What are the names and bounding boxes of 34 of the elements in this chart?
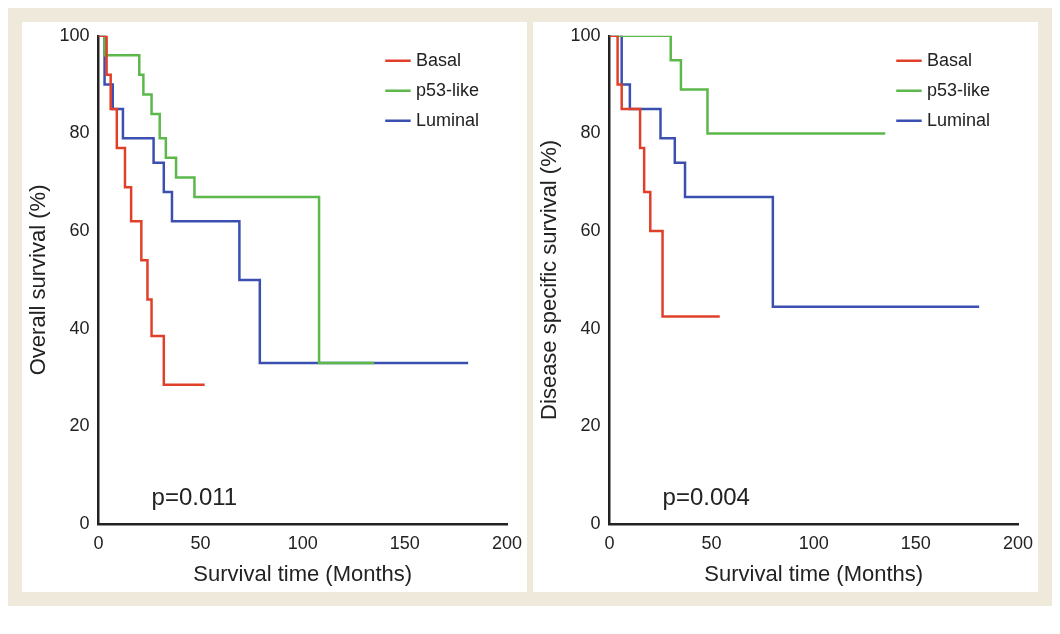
y-tick-label: 60 [69, 220, 90, 241]
x-axis-title: Survival time (Months) [193, 560, 413, 586]
legend-label: Luminal [926, 109, 991, 130]
y-tick-label: 0 [590, 512, 601, 533]
x-tick-label: 150 [389, 532, 420, 553]
x-tick-label: 50 [190, 532, 211, 553]
legend-label: p53-like [415, 79, 480, 100]
y-tick-label: 20 [69, 415, 90, 436]
legend-label: Basal [926, 49, 972, 70]
x-tick-label: 100 [287, 532, 318, 553]
y-tick-label: 80 [69, 122, 90, 143]
y-tick-label: 40 [580, 317, 601, 338]
legend-label: p53-like [926, 79, 991, 100]
legend-label: Luminal [415, 109, 480, 130]
y-axis-title: Disease specific survival (%) [536, 139, 562, 420]
y-tick-label: 100 [59, 24, 90, 45]
x-tick-label: 200 [1002, 532, 1034, 553]
annotation: p=0.004 [662, 482, 750, 510]
y-tick-label: 80 [580, 122, 601, 143]
x-tick-label: 50 [701, 532, 722, 553]
y-axis-title: Overall survival (%) [25, 184, 51, 376]
x-tick-label: 200 [491, 532, 523, 553]
y-tick-label: 100 [570, 24, 601, 45]
y-tick-label: 20 [580, 415, 601, 436]
y-tick-label: 40 [69, 317, 90, 338]
annotation: p=0.011 [151, 482, 238, 510]
x-tick-label: 0 [604, 532, 615, 553]
y-tick-label: 60 [580, 220, 601, 241]
x-tick-label: 150 [900, 532, 931, 553]
x-tick-label: 0 [93, 532, 104, 553]
y-tick-label: 0 [79, 512, 90, 533]
x-axis-title: Survival time (Months) [704, 560, 924, 586]
x-tick-label: 100 [798, 532, 829, 553]
legend-label: Basal [415, 49, 461, 70]
